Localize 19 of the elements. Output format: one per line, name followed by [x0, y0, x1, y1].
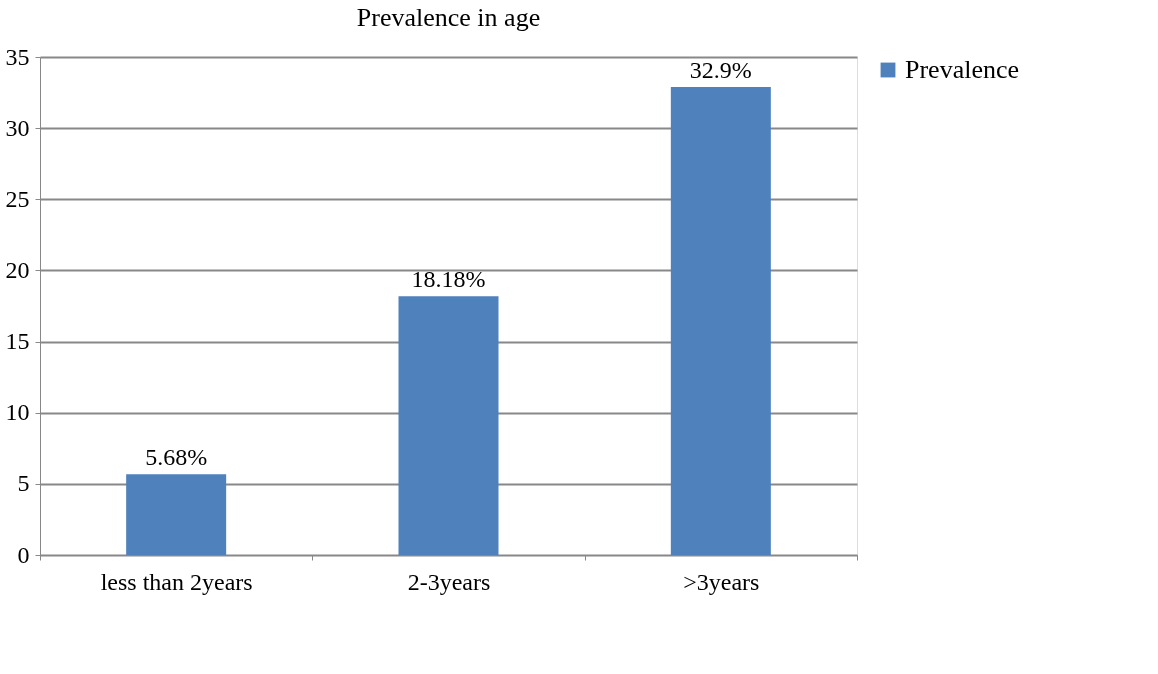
x-tick-label: >3years: [683, 568, 760, 595]
chart-title: Prevalence in age: [356, 3, 541, 32]
data-label: 5.68%: [145, 444, 208, 471]
bar: [126, 474, 227, 555]
bar: [670, 86, 771, 555]
data-label: 32.9%: [689, 56, 752, 83]
y-tick-label: 15: [5, 328, 30, 355]
legend-label: Prevalence: [905, 55, 1020, 84]
x-tick-label: 2-3years: [407, 568, 491, 595]
y-tick-label: 35: [5, 43, 30, 70]
y-tick-label: 30: [5, 114, 30, 141]
y-tick-label: 10: [5, 399, 30, 426]
y-tick-label: 5: [17, 470, 30, 497]
y-tick-label: 20: [5, 256, 30, 283]
y-tick-label: 0: [17, 541, 30, 568]
bar: [398, 296, 499, 555]
x-tick-label: less than 2years: [100, 568, 253, 595]
y-tick-label: 25: [5, 185, 30, 212]
data-label: 18.18%: [411, 266, 486, 293]
